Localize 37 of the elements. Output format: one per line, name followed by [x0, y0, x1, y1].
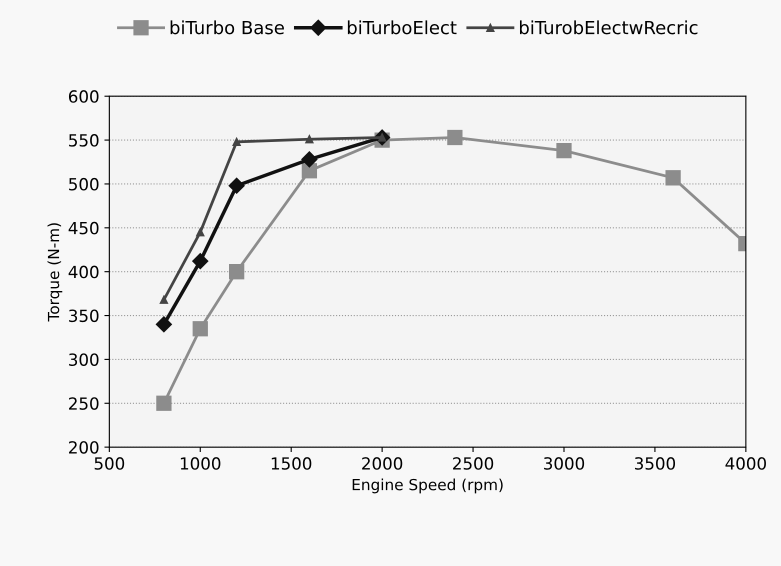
point: [192, 321, 208, 336]
point: [665, 170, 681, 186]
point: [229, 264, 244, 280]
y-tick-label: 400: [68, 266, 99, 278]
y-tick-label: 350: [69, 310, 99, 322]
y-tick-label: 500: [69, 178, 99, 191]
x-tick-label: 1500: [272, 457, 312, 470]
x-tick-label: 3000: [544, 457, 584, 470]
x-axis-title: Engine Speed (rpm): [352, 478, 503, 494]
y-tick-label: 300: [69, 353, 99, 366]
point: [192, 253, 208, 270]
point: [447, 130, 463, 146]
x-tick-label: 1000: [180, 457, 220, 470]
x-tick-label: 2000: [362, 457, 402, 470]
point: [228, 178, 245, 194]
point: [196, 228, 204, 236]
point: [301, 151, 318, 168]
x-tick-label: 3500: [634, 457, 676, 470]
y-axis-title: Torque (N-m): [47, 223, 62, 322]
y-tick-label: 450: [68, 222, 99, 234]
point: [156, 396, 172, 411]
legend-label: biTurboElect: [348, 20, 457, 34]
x-tick-label: 2500: [453, 457, 494, 470]
point: [302, 163, 318, 178]
legend-label: biTurbo Base: [170, 20, 284, 34]
y-tick-label: 600: [68, 90, 99, 103]
point: [305, 135, 314, 144]
legend-label: biTurobElectwRecric: [520, 20, 698, 34]
x-tick-label: 500: [94, 457, 124, 470]
y-tick-label: 250: [69, 397, 99, 410]
y-tick-label: 550: [69, 134, 99, 147]
point: [160, 296, 168, 304]
point: [556, 142, 572, 158]
point: [156, 316, 172, 332]
y-tick-label: 200: [69, 441, 99, 454]
point: [232, 138, 241, 146]
x-tick-label: 4000: [725, 457, 766, 470]
